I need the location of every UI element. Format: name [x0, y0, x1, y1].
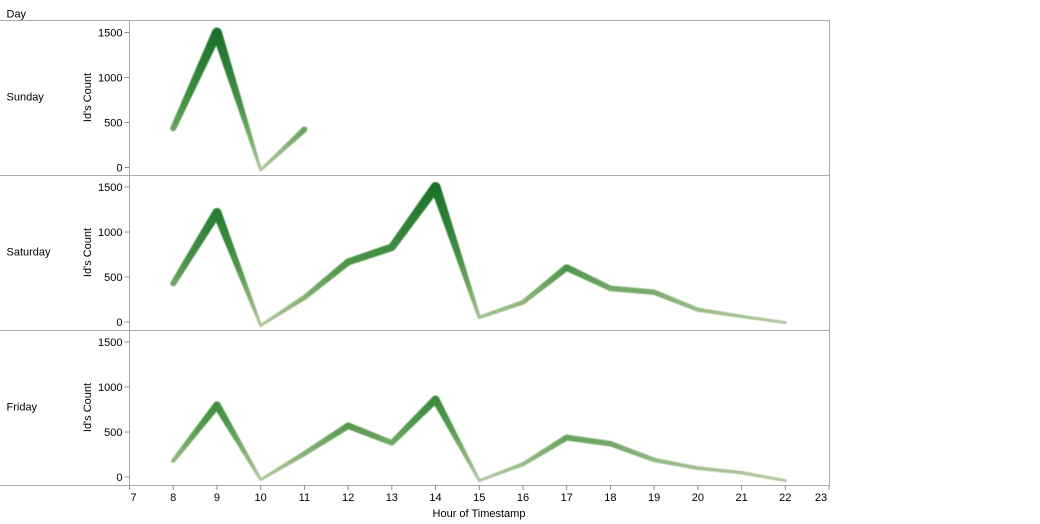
svg-text:0: 0: [116, 317, 122, 329]
svg-text:19: 19: [648, 492, 660, 504]
svg-text:8: 8: [170, 492, 176, 504]
svg-text:21: 21: [735, 492, 747, 504]
svg-text:Hour of Timestamp: Hour of Timestamp: [433, 508, 526, 520]
svg-text:Friday: Friday: [7, 402, 38, 414]
svg-text:15: 15: [473, 492, 485, 504]
svg-text:Id's Count: Id's Count: [82, 383, 94, 432]
svg-text:12: 12: [342, 492, 354, 504]
svg-text:14: 14: [429, 492, 441, 504]
svg-text:1000: 1000: [98, 73, 122, 85]
svg-text:1000: 1000: [98, 227, 122, 239]
svg-text:Id's Count: Id's Count: [82, 228, 94, 277]
svg-text:13: 13: [386, 492, 398, 504]
svg-text:0: 0: [116, 472, 122, 484]
svg-text:20: 20: [692, 492, 704, 504]
svg-text:Sunday: Sunday: [7, 92, 45, 104]
svg-text:500: 500: [104, 427, 122, 439]
svg-text:Day: Day: [7, 9, 27, 21]
svg-text:0: 0: [116, 163, 122, 175]
svg-text:16: 16: [517, 492, 529, 504]
svg-text:22: 22: [779, 492, 791, 504]
svg-text:17: 17: [561, 492, 573, 504]
svg-text:9: 9: [214, 492, 220, 504]
svg-text:1500: 1500: [98, 337, 122, 349]
svg-text:1000: 1000: [98, 382, 122, 394]
svg-text:500: 500: [104, 118, 122, 130]
svg-text:23: 23: [815, 492, 827, 504]
svg-text:1500: 1500: [98, 28, 122, 40]
svg-text:Id's Count: Id's Count: [82, 73, 94, 122]
svg-text:11: 11: [299, 492, 310, 504]
svg-text:10: 10: [255, 492, 267, 504]
svg-text:7: 7: [130, 492, 136, 504]
svg-text:18: 18: [604, 492, 616, 504]
svg-text:500: 500: [104, 272, 122, 284]
svg-text:1500: 1500: [98, 182, 122, 194]
svg-text:Saturday: Saturday: [7, 247, 52, 259]
